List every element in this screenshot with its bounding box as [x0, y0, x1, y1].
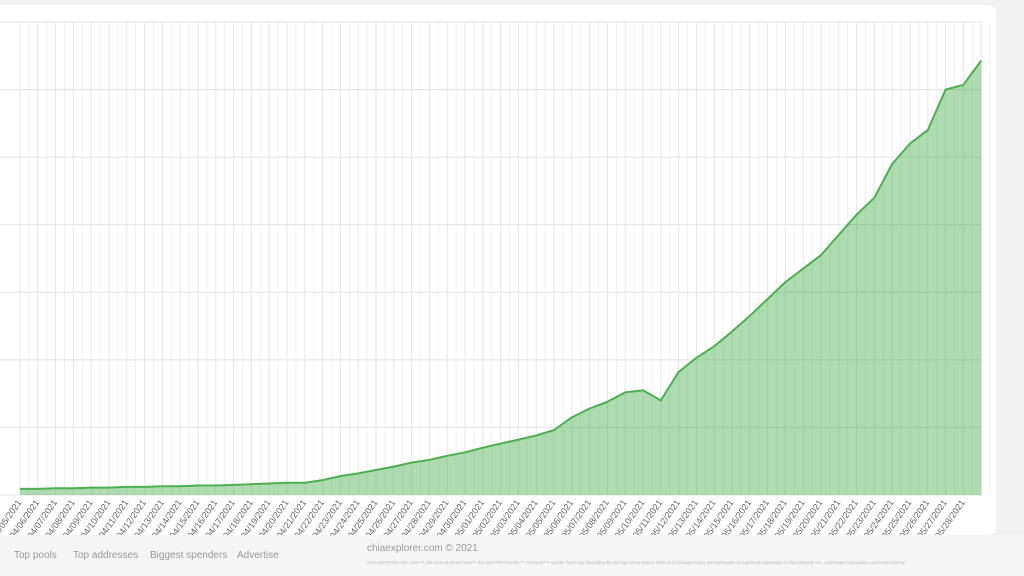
footer-link[interactable]: Advertise — [237, 550, 279, 561]
footer-link[interactable]: Top addresses — [73, 550, 138, 561]
line — [20, 59, 983, 490]
footer-link[interactable]: Biggest spenders — [150, 550, 227, 561]
footer-link[interactable]: Top pools — [14, 550, 57, 561]
card — [0, 5, 996, 535]
copyright: chiaexplorer.com © 2021 — [367, 543, 478, 554]
disclaimer: CHIA NETWORK INC, CHIA™, the CHIA BLOCKC… — [367, 560, 906, 565]
area — [20, 60, 982, 495]
footer — [0, 535, 1024, 576]
